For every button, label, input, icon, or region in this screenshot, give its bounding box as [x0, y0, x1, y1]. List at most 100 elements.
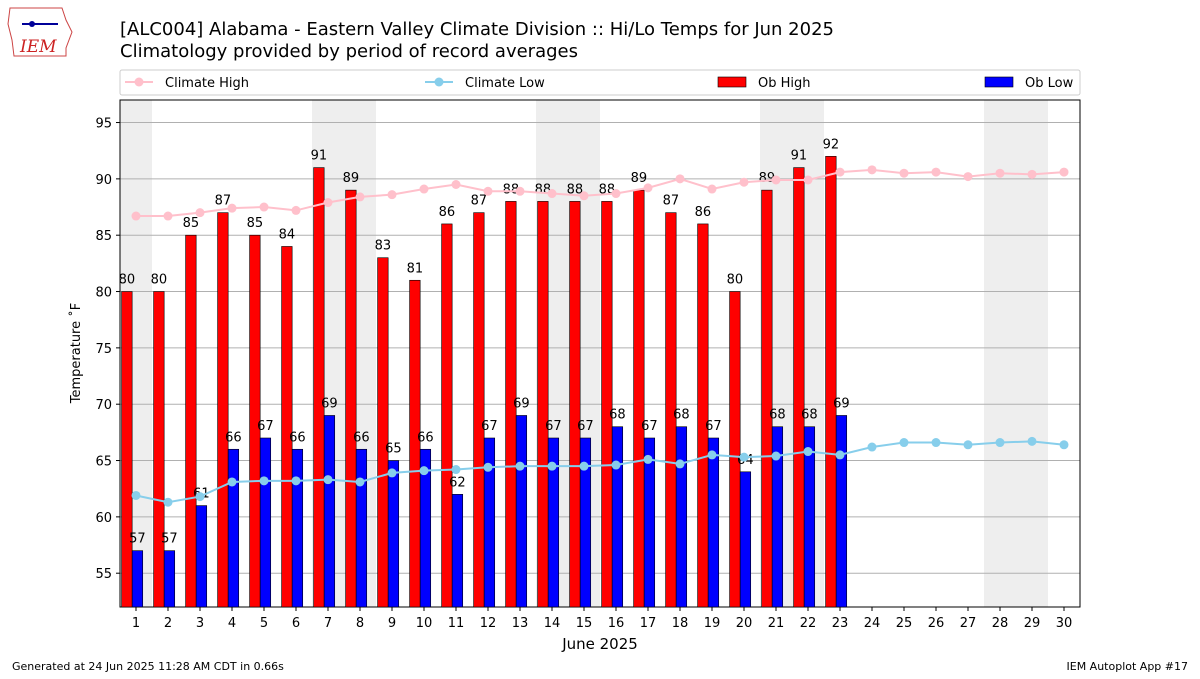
- value-label: 92: [823, 137, 840, 152]
- bar: [825, 156, 837, 608]
- line-point: [963, 172, 973, 182]
- value-label: 62: [449, 475, 466, 490]
- line-point: [867, 442, 877, 452]
- x-tick-label: 26: [928, 616, 945, 631]
- line-point: [227, 477, 237, 487]
- bar: [473, 212, 485, 608]
- x-tick-label: 16: [608, 616, 625, 631]
- x-tick-label: 24: [864, 616, 881, 631]
- line-point: [803, 175, 813, 185]
- line-point: [387, 190, 397, 200]
- footer-right: IEM Autoplot App #17: [1067, 660, 1189, 673]
- y-tick-label: 55: [95, 567, 112, 582]
- bar: [483, 437, 496, 608]
- bar: [281, 246, 293, 608]
- value-label: 68: [769, 408, 786, 423]
- x-tick-label: 3: [196, 616, 204, 631]
- bar: [131, 550, 144, 608]
- bar: [633, 189, 645, 608]
- value-label: 69: [513, 396, 530, 411]
- bar: [185, 234, 197, 608]
- value-label: 67: [545, 419, 562, 434]
- x-tick-label: 7: [324, 616, 332, 631]
- bar: [153, 291, 165, 608]
- line-point: [419, 184, 429, 194]
- chart-title: [ALC004] Alabama - Eastern Valley Climat…: [120, 19, 834, 40]
- x-tick-label: 22: [800, 616, 817, 631]
- value-label: 66: [289, 430, 306, 445]
- x-tick-label: 18: [672, 616, 689, 631]
- value-label: 66: [225, 430, 242, 445]
- bar: [793, 167, 805, 608]
- value-label: 80: [727, 273, 744, 288]
- x-tick-label: 1: [132, 616, 140, 631]
- legend-swatch: [134, 77, 144, 87]
- value-label: 66: [417, 430, 434, 445]
- line-point: [643, 454, 653, 464]
- bar: [291, 448, 304, 608]
- bar: [835, 415, 848, 608]
- line-point: [387, 468, 397, 478]
- bar: [697, 223, 709, 608]
- value-label: 67: [577, 419, 594, 434]
- bar: [121, 291, 133, 608]
- y-tick-label: 90: [95, 173, 112, 188]
- value-label: 85: [247, 216, 264, 231]
- bar: [803, 426, 816, 608]
- y-tick-label: 60: [95, 511, 112, 526]
- y-tick-label: 80: [95, 286, 112, 301]
- line-point: [771, 175, 781, 185]
- line-point: [707, 450, 717, 460]
- y-axis-label: Temperature ˚F: [68, 303, 84, 404]
- legend-label: Climate High: [165, 76, 249, 91]
- x-tick-label: 27: [960, 616, 977, 631]
- line-point: [323, 475, 333, 485]
- bar: [643, 437, 656, 608]
- line-point: [515, 186, 525, 196]
- line-point: [579, 461, 589, 471]
- x-tick-label: 6: [292, 616, 300, 631]
- legend-label: Ob Low: [1025, 76, 1074, 91]
- y-tick-label: 85: [95, 229, 112, 244]
- bar: [163, 550, 176, 608]
- line-point: [419, 466, 429, 476]
- line-point: [131, 211, 141, 221]
- bar: [377, 257, 389, 608]
- value-label: 86: [439, 205, 456, 220]
- value-label: 86: [695, 205, 712, 220]
- line-point: [515, 461, 525, 471]
- line-point: [259, 476, 269, 486]
- x-tick-label: 28: [992, 616, 1009, 631]
- line-point: [1059, 440, 1069, 450]
- x-axis-label: June 2025: [561, 635, 638, 653]
- line-point: [707, 184, 717, 194]
- line-point: [259, 202, 269, 212]
- x-tick-label: 23: [832, 616, 849, 631]
- line-point: [1027, 169, 1037, 179]
- line-point: [803, 447, 813, 457]
- bar: [547, 437, 560, 608]
- line-point: [739, 452, 749, 462]
- x-tick-label: 10: [416, 616, 433, 631]
- bar: [227, 448, 240, 608]
- line: [136, 168, 1065, 218]
- x-tick-label: 4: [228, 616, 236, 631]
- x-tick-label: 8: [356, 616, 364, 631]
- line-point: [899, 438, 909, 448]
- x-tick-label: 25: [896, 616, 913, 631]
- line-point: [1059, 167, 1069, 177]
- value-label: 88: [567, 182, 584, 197]
- value-label: 91: [311, 149, 328, 164]
- bar: [355, 448, 368, 608]
- value-label: 87: [471, 194, 488, 209]
- y-tick-label: 95: [95, 117, 112, 132]
- line-point: [963, 440, 973, 450]
- x-tick-label: 30: [1056, 616, 1073, 631]
- x-tick-label: 19: [704, 616, 721, 631]
- legend-swatch: [434, 77, 444, 87]
- x-tick-label: 12: [480, 616, 497, 631]
- bar: [217, 212, 229, 608]
- bar: [505, 201, 517, 608]
- line-point: [611, 460, 621, 470]
